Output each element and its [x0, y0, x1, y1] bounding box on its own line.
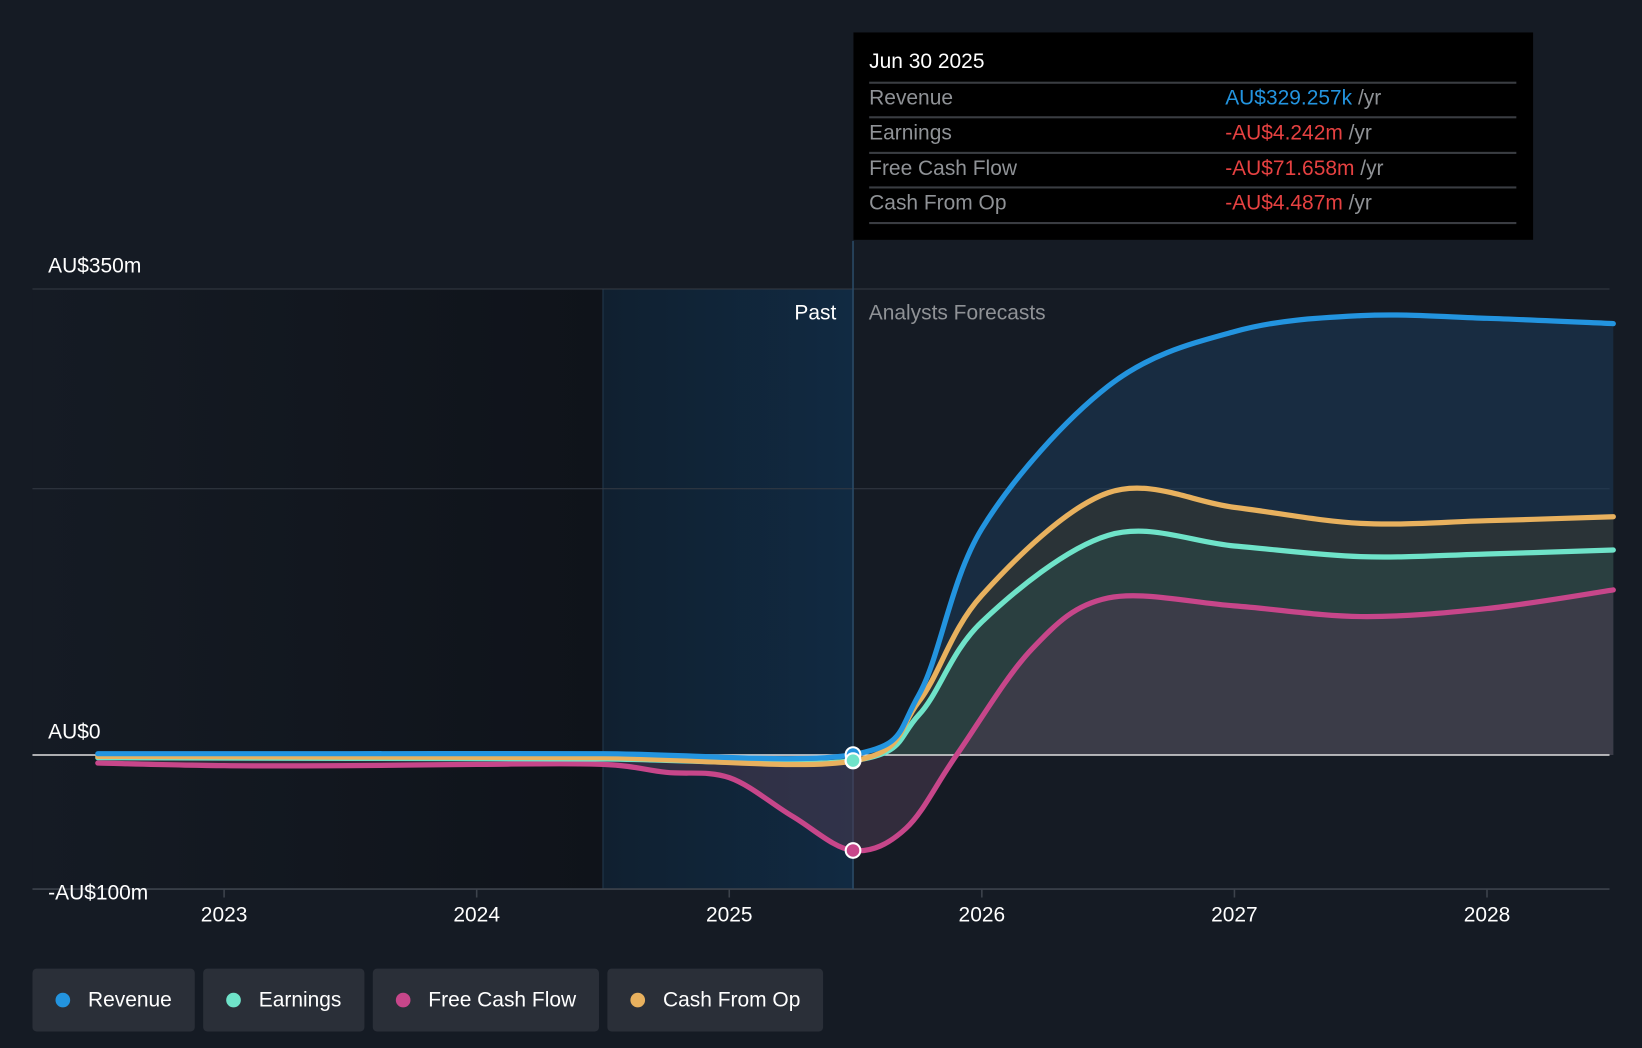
forecast-label: Analysts Forecasts: [869, 301, 1046, 324]
tooltip-row-cfo: Cash From Op -AU$4.487m /yr: [869, 186, 1517, 222]
tooltip-unit: /yr: [1357, 86, 1382, 110]
legend-label: Free Cash Flow: [428, 988, 577, 1012]
past-label: Past: [794, 301, 836, 324]
tooltip-unit: /yr: [1348, 191, 1372, 215]
chart-canvas: Past Analysts Forecasts AU$350m AU$0 -AU$100…: [32, 240, 1616, 927]
x-tick-label: 2023: [201, 904, 248, 927]
tooltip-date: Jun 30 2025: [869, 50, 985, 74]
tooltip-row-earnings: Earnings -AU$4.242m /yr: [869, 116, 1517, 152]
tooltip-label: Free Cash Flow: [869, 157, 1017, 181]
tooltip-row-fcf: Free Cash Flow -AU$71.658m /yr: [869, 151, 1517, 188]
line-cash-from-op: [95, 485, 1616, 768]
legend-item-revenue[interactable]: Revenue: [32, 968, 195, 1032]
dot-icon: [630, 992, 646, 1008]
area-free-cash-flow: [97, 589, 1614, 851]
tooltip-value: -AU$4.242m: [1225, 121, 1343, 145]
tooltip-label: Earnings: [869, 121, 952, 145]
legend-label: Earnings: [258, 988, 342, 1012]
x-tick-label: 2024: [453, 904, 500, 927]
x-tick-label: 2026: [959, 904, 1006, 927]
tooltip-row-revenue: Revenue AU$329.257k /yr: [869, 81, 1517, 118]
legend: Revenue Earnings Free Cash Flow Cash Fro…: [32, 968, 824, 1032]
dot-icon: [395, 992, 411, 1008]
tooltip-value: AU$329.257k: [1225, 86, 1353, 110]
tooltip-value: -AU$71.658m: [1225, 157, 1355, 181]
dot-icon: [226, 992, 241, 1008]
x-tick-label: 2028: [1464, 904, 1511, 927]
tooltip-label: Revenue: [869, 86, 954, 110]
legend-item-cash-from-op[interactable]: Cash From Op: [607, 968, 824, 1032]
dot-icon: [55, 992, 71, 1008]
divider: [869, 222, 1517, 225]
x-tick-label: 2025: [706, 904, 753, 927]
tooltip: Jun 30 2025 Revenue AU$329.257k /yr Earn…: [853, 32, 1534, 240]
legend-item-earnings[interactable]: Earnings: [203, 968, 365, 1032]
x-tick-label: 2027: [1211, 904, 1258, 927]
y-tick-label: -AU$100m: [48, 882, 148, 905]
y-tick-label: AU$350m: [48, 254, 141, 277]
legend-item-free-cash-flow[interactable]: Free Cash Flow: [372, 968, 600, 1032]
marker-earnings: [844, 752, 862, 769]
tooltip-unit: /yr: [1348, 121, 1372, 145]
y-tick-label: AU$0: [48, 720, 100, 743]
legend-label: Cash From Op: [663, 988, 801, 1012]
tooltip-unit: /yr: [1360, 157, 1384, 181]
tooltip-label: Cash From Op: [869, 191, 1007, 215]
marker-free-cash-flow: [844, 842, 862, 859]
line-revenue: [95, 312, 1616, 762]
legend-label: Revenue: [87, 988, 172, 1012]
tooltip-value: -AU$4.487m: [1225, 191, 1343, 215]
past-background: [32, 289, 603, 890]
